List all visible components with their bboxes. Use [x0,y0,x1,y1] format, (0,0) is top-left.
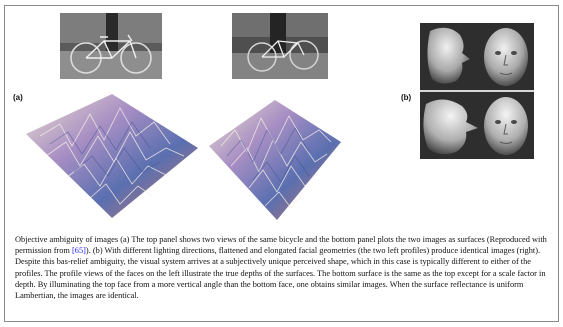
surface-plot-right [209,100,341,220]
bicycle-photo-right [232,13,328,79]
caption-text-2: ). (b) With different lighting direction… [15,246,546,301]
panel-label-b: (b) [401,93,412,102]
panel-label-a: (a) [13,93,23,102]
caption-text-1: Objective ambiguity of images (a) The to… [15,235,547,256]
face-row-top [420,23,534,90]
surface-plot-left [26,94,198,218]
face-divider [420,90,534,92]
figure-caption: Objective ambiguity of images (a) The to… [15,234,547,301]
face-renderings [420,23,534,159]
citation-link[interactable]: [65] [72,246,86,256]
face-row-bottom [420,92,534,159]
bicycle-photo-left [60,13,162,79]
